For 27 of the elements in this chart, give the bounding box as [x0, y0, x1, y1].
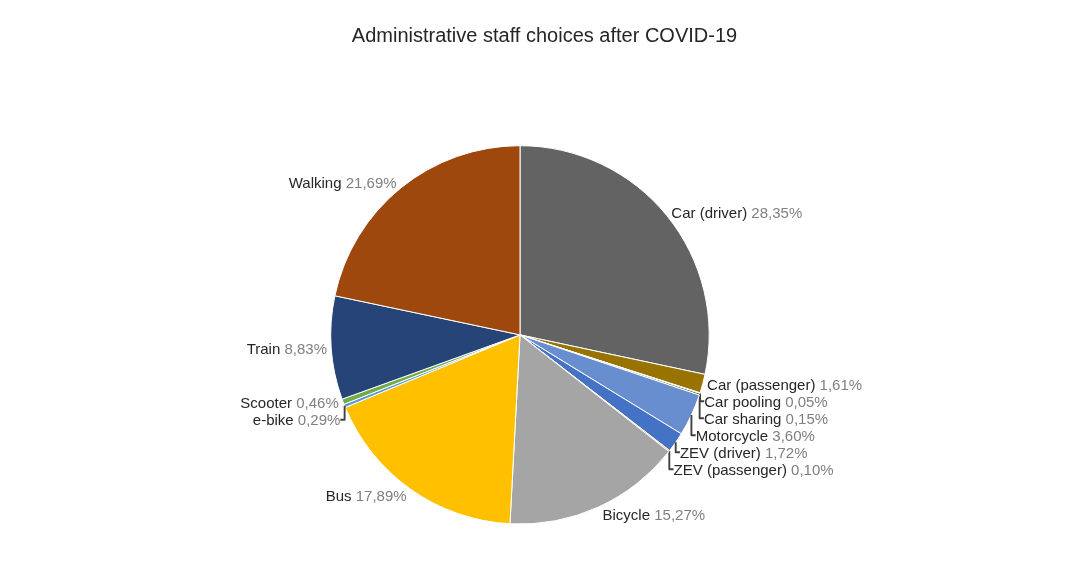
data-label: 15,27% [654, 505, 706, 523]
slice-label: ZEV (passenger) [673, 460, 787, 478]
slice-label: ZEV (driver) [679, 443, 761, 461]
data-label: 1,72% [764, 443, 808, 461]
data-label: 1,61% [819, 375, 863, 393]
data-label: 3,60% [772, 426, 815, 444]
slice-label: Car (driver) [671, 204, 748, 222]
data-label: 0,15% [785, 409, 829, 427]
data-label: 0,29% [297, 411, 341, 429]
slice-label: Car (passenger) [707, 375, 816, 393]
slice-label: e-bike [252, 411, 294, 429]
data-label: 21,69% [345, 174, 397, 192]
slice-label: Car pooling [704, 392, 781, 410]
data-label: 17,89% [355, 486, 407, 504]
chart-title: Administrative staff choices after COVID-19 [351, 24, 738, 47]
data-label: 0,10% [791, 460, 834, 478]
slice-label: Bus [325, 486, 352, 504]
slice-label: Bicycle [602, 505, 651, 523]
data-label: 0,46% [296, 394, 339, 412]
data-label: 0,05% [785, 392, 828, 410]
slice-label: Car sharing [703, 409, 782, 427]
slice-label: Walking [288, 174, 342, 192]
slice-label: Train [246, 339, 281, 357]
data-label: 28,35% [751, 204, 803, 222]
slice-label: Scooter [240, 394, 293, 412]
data-label: 8,83% [284, 339, 327, 357]
slice-label: Motorcycle [695, 426, 769, 444]
